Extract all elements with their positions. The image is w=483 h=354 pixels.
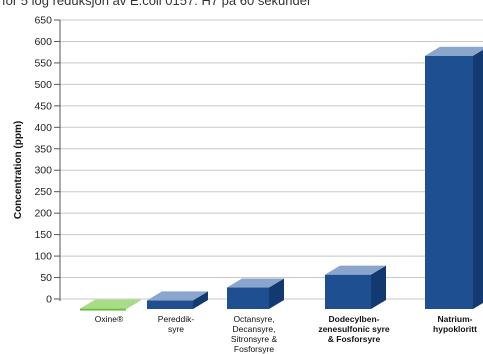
- y-tick-label: 100: [34, 251, 52, 263]
- bar-side: [473, 49, 483, 309]
- x-category-label: Oxine®: [95, 314, 124, 324]
- x-category-label: Pereddik-syre: [158, 314, 195, 334]
- y-tick-label: 150: [34, 229, 52, 241]
- y-axis-ticks: 0 50 100 150 200 250 300 350 400 450 500 550 600 650: [34, 15, 61, 306]
- bar: [227, 278, 284, 309]
- y-tick-label: 500: [34, 79, 52, 91]
- bar-top: [425, 46, 483, 56]
- y-tick-label: 400: [34, 122, 52, 134]
- bar-front: [147, 300, 193, 309]
- x-category-label: Octansyre, Decansyre, Sitronsyre & Fosforsy…: [231, 314, 278, 354]
- x-axis-labels: Oxine® Pereddik-syre Octansyre, Decansyre, S…: [95, 314, 477, 354]
- bar-top: [325, 265, 386, 275]
- y-tick-label: 450: [34, 100, 52, 112]
- bar-top: [227, 278, 284, 288]
- y-axis-label: Concentration (ppm): [13, 121, 24, 219]
- bar-side: [126, 299, 141, 309]
- chart-title: for 5 log reduksjon av E.coli 0157: H7 p…: [2, 0, 312, 8]
- bar-front: [325, 274, 371, 309]
- y-tick-label: 650: [34, 15, 52, 27]
- y-tick-label: 300: [34, 165, 52, 177]
- bar-front: [80, 308, 126, 311]
- bar: [80, 299, 141, 311]
- y-tick-label: 0: [46, 294, 52, 306]
- y-tick-label: 250: [34, 186, 52, 198]
- x-category-label: Natrium-hypokloritt: [433, 314, 477, 334]
- x-category-label: Dodecylben-zenesulfonic syre & Fosforsyre: [318, 314, 390, 344]
- bar-side: [269, 278, 284, 309]
- bar-front: [425, 55, 473, 309]
- y-tick-label: 50: [40, 272, 52, 284]
- y-tick-label: 550: [34, 57, 52, 69]
- bar: [325, 265, 386, 309]
- bar: [425, 46, 483, 309]
- y-tick-label: 350: [34, 143, 52, 155]
- y-tick-label: 600: [34, 36, 52, 48]
- bars: [80, 46, 483, 311]
- bar-side: [193, 291, 208, 309]
- bar-front: [227, 287, 269, 309]
- gridlines: [60, 19, 483, 300]
- y-tick-label: 200: [34, 208, 52, 220]
- bar-top: [80, 299, 141, 309]
- bar-top: [147, 291, 208, 301]
- bar: [147, 291, 208, 309]
- bar-side: [371, 265, 386, 309]
